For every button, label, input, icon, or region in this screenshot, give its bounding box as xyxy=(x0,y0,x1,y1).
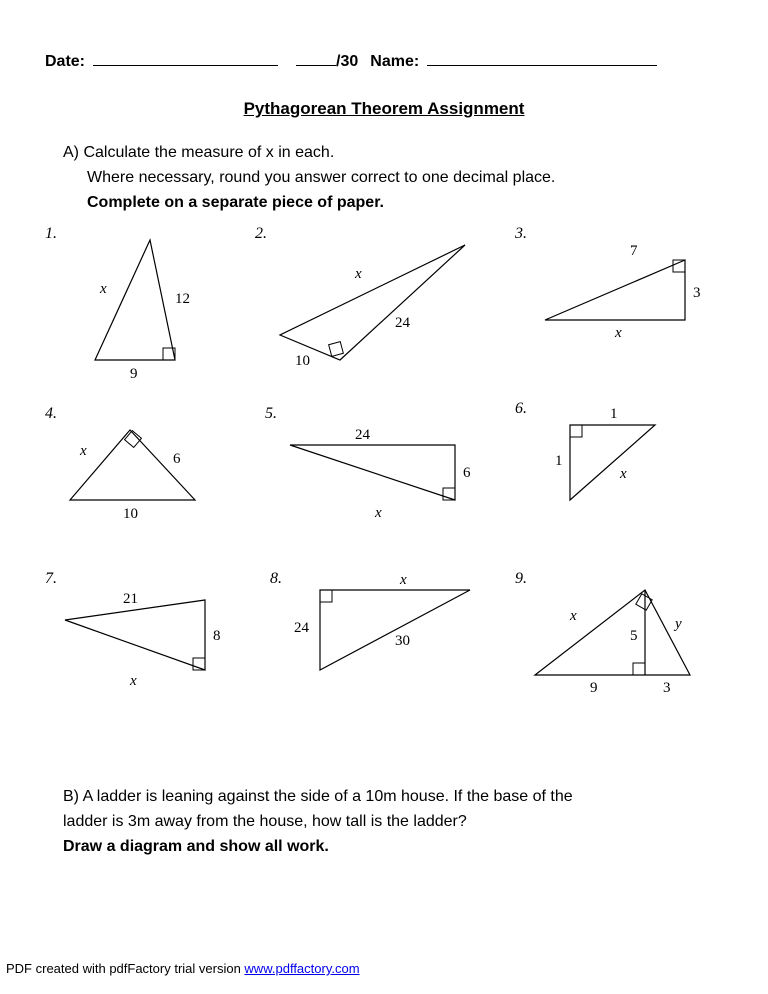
side-label: x xyxy=(129,673,137,689)
side-label: 12 xyxy=(175,291,190,307)
side-label: 6 xyxy=(173,451,181,467)
side-label: 8 xyxy=(213,628,221,644)
date-blank xyxy=(93,50,278,66)
side-label: x xyxy=(79,443,87,459)
triangle-5: 24 6 x xyxy=(265,405,485,525)
problem-number: 4. xyxy=(45,405,57,423)
section-b-line2: ladder is 3m away from the house, how ta… xyxy=(63,810,723,835)
problem-7: 7. 21 8 x xyxy=(45,570,245,690)
problem-6: 6. 1 1 x xyxy=(515,400,695,530)
side-label: x xyxy=(399,572,407,588)
section-b-line1: A ladder is leaning against the side of … xyxy=(83,788,573,805)
score-blank xyxy=(296,50,336,66)
section-b: B) A ladder is leaning against the side … xyxy=(63,785,723,859)
side-label: x xyxy=(569,608,577,624)
problem-4: 4. x 6 10 xyxy=(45,405,225,525)
problems-grid: 1. x 12 9 2. x 24 10 3. 7 3 x 4. xyxy=(45,225,723,755)
side-label: 3 xyxy=(693,285,701,301)
triangle-2: x 24 10 xyxy=(255,225,485,385)
side-label: 5 xyxy=(630,628,638,644)
name-label: Name: xyxy=(370,53,419,71)
problem-number: 6. xyxy=(515,400,527,418)
triangle-8: x 24 30 xyxy=(270,570,490,690)
side-label: 24 xyxy=(294,620,310,636)
footer-text: PDF created with pdfFactory trial versio… xyxy=(6,961,244,976)
section-a-letter: A) xyxy=(63,144,79,161)
side-label: 30 xyxy=(395,633,410,649)
side-label: x xyxy=(619,466,627,482)
worksheet-header: Date: /30 Name: xyxy=(45,50,723,71)
triangle-6: 1 1 x xyxy=(515,400,695,530)
section-b-line3: Draw a diagram and show all work. xyxy=(63,835,723,860)
problem-number: 1. xyxy=(45,225,57,243)
problem-number: 2. xyxy=(255,225,267,243)
side-label: x xyxy=(99,281,107,297)
side-label: y xyxy=(673,616,682,632)
section-a: A) Calculate the measure of x in each. W… xyxy=(63,141,723,215)
side-label: 10 xyxy=(295,353,310,369)
problem-3: 3. 7 3 x xyxy=(515,225,715,345)
problem-number: 9. xyxy=(515,570,527,588)
section-b-letter: B) xyxy=(63,788,79,805)
problem-8: 8. x 24 30 xyxy=(270,570,490,690)
side-label: 24 xyxy=(355,427,371,443)
problem-9: 9. x y 5 9 3 xyxy=(515,570,715,700)
side-label: 1 xyxy=(610,406,618,422)
worksheet-title: Pythagorean Theorem Assignment xyxy=(45,99,723,119)
problem-number: 8. xyxy=(270,570,282,588)
side-label: 7 xyxy=(630,243,638,259)
date-label: Date: xyxy=(45,53,85,71)
problem-1: 1. x 12 9 xyxy=(45,225,225,385)
side-label: x xyxy=(614,325,622,341)
section-a-line1: Calculate the measure of x in each. xyxy=(83,144,334,161)
side-label: 6 xyxy=(463,465,471,481)
side-label: 21 xyxy=(123,591,138,607)
triangle-3: 7 3 x xyxy=(515,225,715,345)
side-label: 9 xyxy=(130,366,138,382)
score-suffix: /30 xyxy=(336,53,358,71)
problem-number: 5. xyxy=(265,405,277,423)
side-label: 24 xyxy=(395,315,411,331)
pdf-footer: PDF created with pdfFactory trial versio… xyxy=(6,961,360,976)
problem-2: 2. x 24 10 xyxy=(255,225,485,385)
side-label: 3 xyxy=(663,680,671,696)
problem-number: 3. xyxy=(515,225,527,243)
problem-5: 5. 24 6 x xyxy=(265,405,485,525)
triangle-4: x 6 10 xyxy=(45,405,225,525)
section-a-line2: Where necessary, round you answer correc… xyxy=(63,166,723,191)
problem-number: 7. xyxy=(45,570,57,588)
triangle-7: 21 8 x xyxy=(45,570,245,690)
triangle-9: x y 5 9 3 xyxy=(515,570,715,700)
triangle-1: x 12 9 xyxy=(45,225,225,385)
name-blank xyxy=(427,50,657,66)
side-label: x xyxy=(354,266,362,282)
side-label: 1 xyxy=(555,453,563,469)
section-a-line3: Complete on a separate piece of paper. xyxy=(63,191,723,216)
side-label: 10 xyxy=(123,506,138,522)
side-label: x xyxy=(374,505,382,521)
footer-link[interactable]: www.pdffactory.com xyxy=(244,961,359,976)
side-label: 9 xyxy=(590,680,598,696)
